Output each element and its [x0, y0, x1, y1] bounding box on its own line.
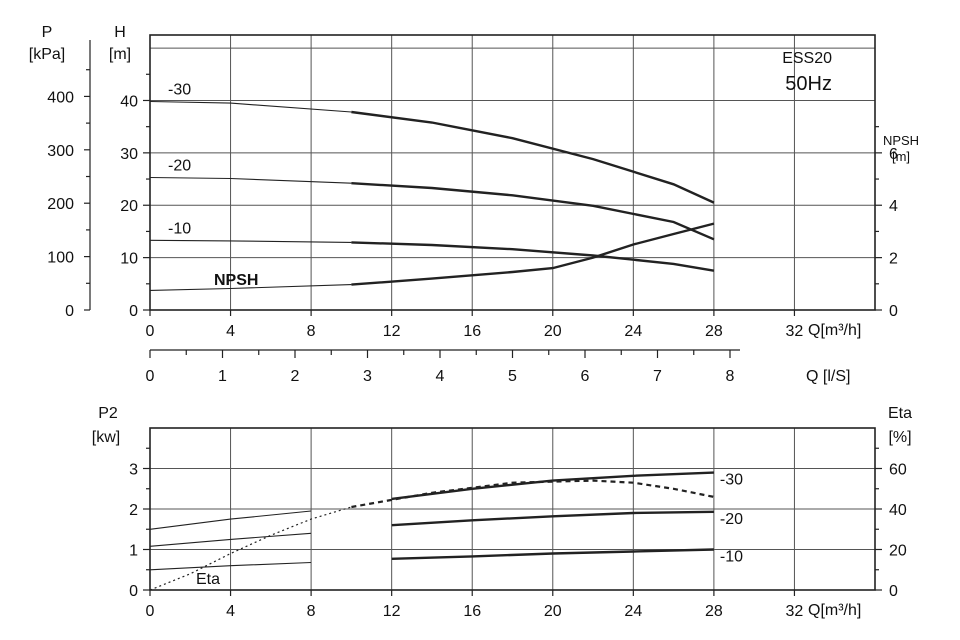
p-tick-label-200: 200: [47, 196, 74, 213]
bot-q-tick-label-4: 4: [226, 603, 235, 620]
eta-curve-thin: [149, 506, 352, 591]
model-label: ESS20: [782, 50, 832, 67]
q-tick-label-32: 32: [786, 323, 804, 340]
p-tick-label-300: 300: [47, 143, 74, 160]
p2-tick-label-1: 1: [129, 543, 138, 560]
q-ls-tick-label-7: 7: [653, 368, 662, 385]
h-tick-label-40: 40: [120, 93, 138, 110]
frequency-label: 50Hz: [785, 73, 832, 95]
npsh-axis-unit: [m]: [892, 149, 910, 164]
npsh-tick-label-6: 6: [889, 146, 898, 163]
eta-axis-name: Eta: [888, 405, 912, 422]
p2-curve-thin--20: [149, 532, 312, 547]
p2-curve-label--30: -30: [720, 472, 743, 489]
top-plot-frame: [149, 34, 876, 311]
q-tick-label-20: 20: [544, 323, 562, 340]
p2-curve--10: [391, 548, 714, 560]
top-chart-labels: P [kPa] H [m] NPSH [m] ESS20 50Hz Q[m³/h…: [29, 24, 919, 385]
p2-curve-label--20: -20: [720, 511, 743, 528]
q-tick-label-28: 28: [705, 323, 723, 340]
h-axis-name: H: [114, 24, 126, 41]
top-curve-thin--30: [149, 100, 352, 113]
p2-curve-label--10: -10: [720, 549, 743, 566]
bot-q-tick-label-32: 32: [786, 603, 804, 620]
h-tick-label-10: 10: [120, 251, 138, 268]
bot-q-tick-label-12: 12: [383, 603, 401, 620]
top-curve-label--30: -30: [168, 82, 191, 99]
eta-tick-label-60: 60: [889, 462, 907, 479]
npsh-curve-label: NPSH: [214, 272, 258, 289]
p2-curve-thin--10: [149, 561, 312, 571]
q-ls-tick-label-0: 0: [146, 368, 155, 385]
q-ls-tick-label-8: 8: [726, 368, 735, 385]
q-ls-tick-label-5: 5: [508, 368, 517, 385]
p2-tick-label-3: 3: [129, 462, 138, 479]
top-curve--10: [351, 241, 715, 272]
npsh-tick-label-0: 0: [889, 303, 898, 320]
h-axis-unit: [m]: [109, 46, 131, 63]
top-chart-curves: -30 -20 -10: [149, 82, 715, 291]
top-curve-thin-NPSH: [149, 284, 352, 291]
top-curve-thin--20: [149, 176, 352, 184]
top-curve-thin--10: [149, 239, 352, 243]
eta-curve-label: Eta: [196, 571, 220, 588]
p-tick-label-0: 0: [65, 303, 74, 320]
bot-q-tick-label-20: 20: [544, 603, 562, 620]
eta-tick-label-20: 20: [889, 543, 907, 560]
q-tick-label-24: 24: [624, 323, 642, 340]
q-tick-label-4: 4: [226, 323, 235, 340]
eta-tick-label-40: 40: [889, 502, 907, 519]
p-axis-name: P: [42, 24, 53, 41]
q-ls-axis-label: Q [l/S]: [806, 368, 850, 385]
h-tick-label-30: 30: [120, 146, 138, 163]
bot-q-tick-label-0: 0: [146, 603, 155, 620]
q-ls-tick-label-1: 1: [218, 368, 227, 385]
top-curve-label--20: -20: [168, 157, 191, 174]
eta-axis-unit: [%]: [888, 429, 911, 446]
p2-tick-label-0: 0: [129, 583, 138, 600]
h-tick-label-0: 0: [129, 303, 138, 320]
p2-tick-label-2: 2: [129, 502, 138, 519]
top-curve-label--10: -10: [168, 220, 191, 237]
q-m3h-axis-label-top: Q[m³/h]: [808, 322, 861, 339]
npsh-axis-name: NPSH: [883, 133, 919, 148]
p2-axis-unit: [kw]: [92, 429, 120, 446]
q-tick-label-16: 16: [463, 323, 481, 340]
bottom-chart-labels: P2 [kw] Eta [%] Q[m³/h] Eta: [92, 405, 912, 619]
q-ls-tick-label-6: 6: [581, 368, 590, 385]
bottom-chart-curves: -30 -20 -10: [149, 471, 743, 591]
bot-q-tick-label-28: 28: [705, 603, 723, 620]
bot-q-tick-label-24: 24: [624, 603, 642, 620]
q-ls-tick-label-2: 2: [291, 368, 300, 385]
q-m3h-axis-label-bottom: Q[m³/h]: [808, 602, 861, 619]
q-tick-label-0: 0: [146, 323, 155, 340]
bot-q-tick-label-8: 8: [307, 603, 316, 620]
npsh-tick-label-4: 4: [889, 198, 898, 215]
q-tick-label-12: 12: [383, 323, 401, 340]
top-curve--30: [351, 110, 715, 204]
p-axis-unit: [kPa]: [29, 46, 65, 63]
p2-curve--30: [391, 471, 714, 501]
npsh-tick-label-2: 2: [889, 251, 898, 268]
top-curve--20: [351, 182, 715, 241]
eta-curve: [351, 479, 715, 509]
q-tick-label-8: 8: [307, 323, 316, 340]
bot-q-tick-label-16: 16: [463, 603, 481, 620]
p2-curve-thin--30: [149, 510, 312, 530]
q-ls-tick-label-4: 4: [436, 368, 445, 385]
p2-axis-name: P2: [98, 405, 118, 422]
bottom-chart-grid: [149, 428, 875, 590]
p-tick-label-400: 400: [47, 89, 74, 106]
top-curve-NPSH: [351, 222, 715, 286]
p-tick-label-100: 100: [47, 250, 74, 267]
top-chart-grid: [149, 35, 875, 310]
eta-tick-label-0: 0: [889, 583, 898, 600]
h-tick-label-20: 20: [120, 198, 138, 215]
q-ls-tick-label-3: 3: [363, 368, 372, 385]
p2-curve--20: [391, 510, 714, 527]
